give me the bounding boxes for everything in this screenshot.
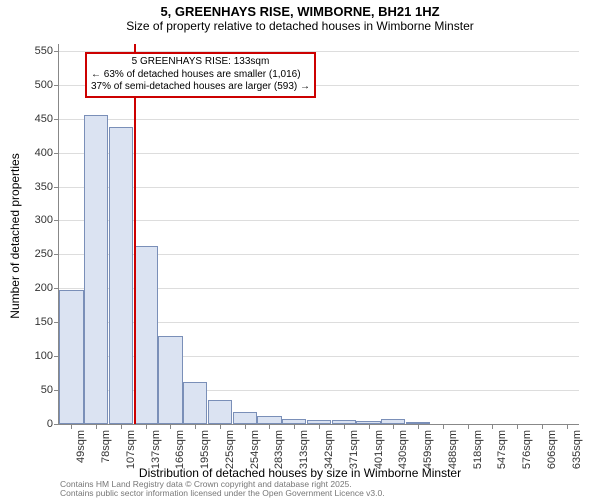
footer-line: Contains public sector information licen… <box>60 489 385 498</box>
x-tick <box>443 424 444 429</box>
x-tick-label: 313sqm <box>298 430 310 469</box>
y-tick-label: 0 <box>23 418 53 430</box>
annotation-title: 5 GREENHAYS RISE: 133sqm <box>91 56 310 69</box>
x-tick <box>294 424 295 429</box>
x-tick-label: 459sqm <box>422 430 434 469</box>
histogram-bar <box>134 246 158 424</box>
x-tick <box>220 424 221 429</box>
gridline <box>59 187 579 188</box>
y-tick <box>54 85 59 86</box>
x-tick-label: 371sqm <box>348 430 360 469</box>
y-tick <box>54 187 59 188</box>
x-tick <box>418 424 419 429</box>
x-tick <box>245 424 246 429</box>
y-tick <box>54 424 59 425</box>
gridline <box>59 153 579 154</box>
x-tick <box>393 424 394 429</box>
footer-attribution: Contains HM Land Registry data © Crown c… <box>60 480 385 499</box>
x-tick-label: 401sqm <box>373 430 385 469</box>
y-tick <box>54 220 59 221</box>
x-tick-label: 166sqm <box>174 430 186 469</box>
x-tick-label: 195sqm <box>199 430 211 469</box>
x-tick <box>71 424 72 429</box>
x-tick <box>146 424 147 429</box>
x-tick <box>121 424 122 429</box>
y-tick-label: 350 <box>23 181 53 193</box>
x-tick <box>195 424 196 429</box>
x-tick <box>517 424 518 429</box>
x-tick <box>170 424 171 429</box>
x-tick-label: 606sqm <box>546 430 558 469</box>
x-tick-label: 49sqm <box>75 430 87 463</box>
y-tick <box>54 51 59 52</box>
x-tick-label: 547sqm <box>496 430 508 469</box>
x-tick <box>369 424 370 429</box>
x-tick <box>492 424 493 429</box>
x-tick-label: 78sqm <box>100 430 112 463</box>
x-tick-label: 342sqm <box>323 430 335 469</box>
marker-line <box>134 44 136 424</box>
histogram-bar <box>109 127 133 424</box>
y-tick-label: 300 <box>23 214 53 226</box>
y-tick-label: 200 <box>23 282 53 294</box>
x-tick <box>468 424 469 429</box>
x-tick <box>319 424 320 429</box>
y-tick-label: 150 <box>23 316 53 328</box>
page-title: 5, GREENHAYS RISE, WIMBORNE, BH21 1HZ <box>0 4 600 19</box>
x-tick-label: 225sqm <box>224 430 236 469</box>
x-tick-label: 488sqm <box>447 430 459 469</box>
y-tick-label: 50 <box>23 384 53 396</box>
y-tick-label: 400 <box>23 147 53 159</box>
x-tick <box>542 424 543 429</box>
x-tick <box>269 424 270 429</box>
y-tick <box>54 153 59 154</box>
y-tick <box>54 254 59 255</box>
histogram-bar <box>233 412 257 424</box>
y-tick-label: 100 <box>23 350 53 362</box>
x-tick-label: 518sqm <box>472 430 484 469</box>
x-tick-label: 576sqm <box>521 430 533 469</box>
histogram-bar <box>84 115 108 424</box>
x-tick <box>96 424 97 429</box>
y-axis-label: Number of detached properties <box>8 153 22 318</box>
x-tick-label: 635sqm <box>571 430 583 469</box>
x-tick <box>567 424 568 429</box>
histogram-bar <box>257 416 281 424</box>
annotation-line: ← 63% of detached houses are smaller (1,… <box>91 69 310 82</box>
histogram-bar <box>208 400 232 424</box>
x-tick-label: 283sqm <box>273 430 285 469</box>
y-tick-label: 500 <box>23 79 53 91</box>
annotation-box: 5 GREENHAYS RISE: 133sqm← 63% of detache… <box>85 52 316 98</box>
x-tick-label: 254sqm <box>249 430 261 469</box>
x-tick-label: 107sqm <box>125 430 137 469</box>
gridline <box>59 220 579 221</box>
y-tick-label: 250 <box>23 248 53 260</box>
x-tick-label: 137sqm <box>150 430 162 469</box>
annotation-line: 37% of semi-detached houses are larger (… <box>91 81 310 94</box>
x-tick <box>344 424 345 429</box>
y-tick <box>54 119 59 120</box>
gridline <box>59 119 579 120</box>
x-axis-label: Distribution of detached houses by size … <box>0 466 600 480</box>
histogram-bar <box>183 382 207 424</box>
x-tick-label: 430sqm <box>397 430 409 469</box>
histogram-bar <box>59 290 83 424</box>
histogram-chart: 05010015020025030035040045050055049sqm78… <box>58 44 578 424</box>
y-tick-label: 450 <box>23 113 53 125</box>
y-tick-label: 550 <box>23 45 53 57</box>
histogram-bar <box>158 336 182 424</box>
page-subtitle: Size of property relative to detached ho… <box>0 19 600 33</box>
